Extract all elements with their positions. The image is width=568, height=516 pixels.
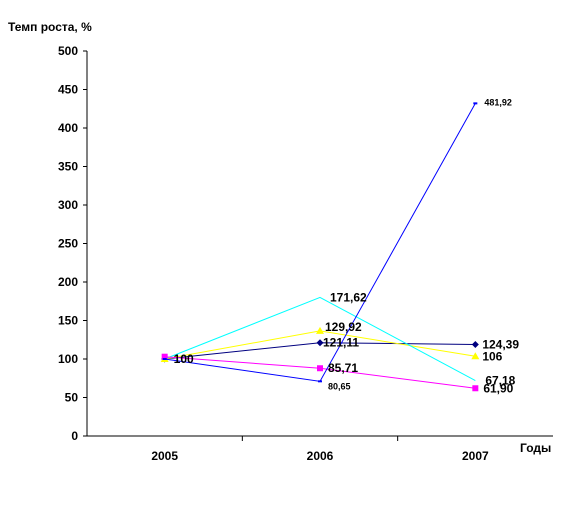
series-line-3 — [164, 296, 476, 382]
y-tick-label: 450 — [58, 83, 78, 97]
data-label-s1-2: 121,11 — [323, 336, 359, 350]
data-label-s2-3: 106 — [482, 349, 502, 363]
data-point-s2-3 — [471, 352, 480, 360]
x-axis-title: Годы — [520, 441, 551, 455]
data-label-s1-3: 124,39 — [482, 337, 519, 351]
series-group — [160, 102, 480, 392]
data-point-s4-3 — [472, 385, 479, 392]
data-point-s4-1 — [161, 353, 168, 360]
data-label-s5-1: 100 — [174, 352, 194, 366]
y-tick-label: 350 — [58, 160, 78, 174]
x-tick-label: 2006 — [307, 449, 334, 463]
y-tick-label: 50 — [65, 391, 79, 405]
data-label-s2-2: 129,92 — [325, 320, 362, 334]
data-label-s3-3: 67,18 — [485, 374, 515, 388]
data-point-s1-3 — [471, 340, 479, 348]
data-label-s4-3: 61,90 — [483, 381, 513, 395]
y-tick-label: 400 — [58, 121, 78, 135]
y-tick-label: 100 — [58, 352, 78, 366]
y-ticks: 0 50 100 150 200 250 300 350 400 450 500 — [58, 44, 87, 443]
y-tick-label: 0 — [71, 429, 78, 443]
x-tick-label: 2005 — [151, 449, 178, 463]
data-point-s2-2 — [316, 326, 324, 334]
data-label-s4-2: 85,71 — [328, 361, 358, 375]
y-tick-label: 300 — [58, 198, 78, 212]
y-tick-label: 150 — [58, 314, 78, 328]
data-labels: 121,11 124,39 129,92 106 171,62 67,18 85,71 61,… — [174, 97, 520, 395]
data-label-s5-2: 80,65 — [328, 381, 351, 391]
data-point-s4-2 — [317, 365, 323, 372]
x-ticks: 2005 2006 2007 — [151, 436, 489, 463]
data-point-s1-2 — [316, 339, 324, 347]
series-line-4 — [164, 356, 476, 389]
y-axis-title: Темп роста, % — [8, 20, 92, 34]
y-tick-label: 250 — [58, 237, 78, 251]
y-tick-label: 200 — [58, 275, 78, 289]
data-label-s3-2: 171,62 — [330, 290, 367, 304]
data-label-s5-3: 481,92 — [484, 97, 512, 107]
y-tick-label: 500 — [58, 44, 78, 58]
x-tick-label: 2007 — [462, 449, 489, 463]
